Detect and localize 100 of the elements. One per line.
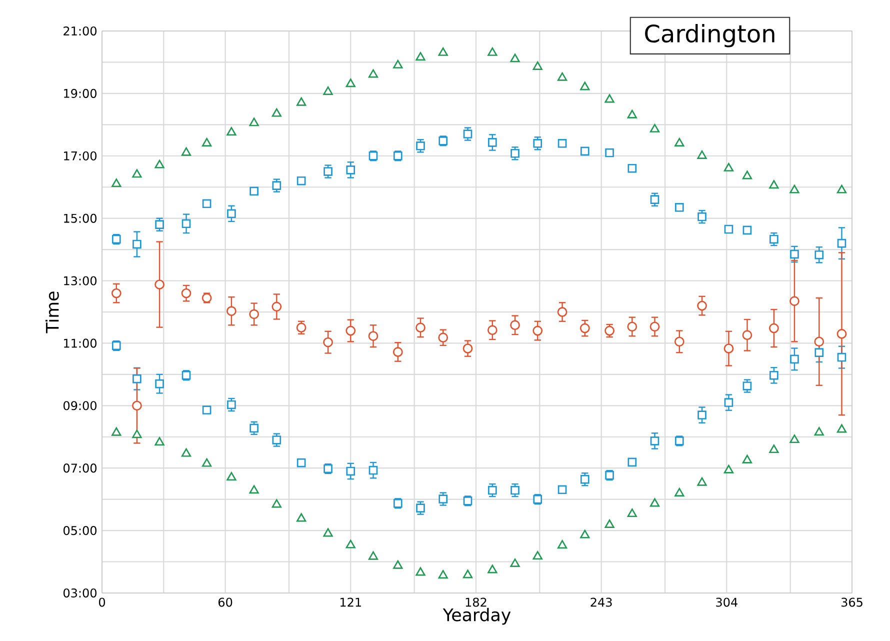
y-tick-label: 15:00 [64, 214, 96, 223]
point [393, 60, 403, 68]
point [510, 320, 520, 330]
point [416, 504, 425, 512]
point [181, 288, 192, 298]
point [112, 178, 122, 188]
point [724, 344, 734, 354]
point [272, 181, 282, 190]
x-tick-label: 121 [340, 598, 361, 607]
point [604, 94, 614, 103]
point [249, 118, 259, 126]
point [650, 498, 660, 507]
point [323, 86, 333, 95]
point [324, 167, 332, 176]
point [488, 564, 498, 574]
point [769, 444, 779, 454]
point [557, 540, 568, 549]
y-tick-label: 11:00 [64, 338, 96, 348]
point [814, 250, 824, 260]
point [416, 141, 425, 150]
point [249, 309, 259, 320]
x-tick-label: 0 [98, 598, 106, 607]
point [296, 513, 306, 522]
y-tick-label: 07:00 [64, 464, 96, 473]
point [790, 296, 800, 306]
point [628, 458, 637, 467]
point [488, 47, 498, 56]
point [226, 472, 236, 481]
point [250, 424, 258, 433]
x-tick-label: 365 [841, 598, 862, 607]
point [462, 570, 473, 578]
point [836, 424, 847, 433]
point [604, 519, 614, 528]
point [742, 170, 752, 180]
point [510, 558, 520, 568]
point [698, 212, 706, 222]
point [558, 138, 567, 148]
point [112, 427, 122, 436]
point [742, 330, 752, 340]
point [462, 344, 473, 354]
chart-title: Cardington [645, 24, 774, 48]
point [346, 166, 356, 174]
point [650, 124, 660, 132]
point [650, 195, 660, 204]
point [323, 528, 333, 537]
x-tick-label: 60 [218, 598, 232, 607]
point [155, 379, 164, 388]
point [438, 494, 448, 504]
point [628, 164, 637, 173]
point [272, 499, 282, 508]
y-tick-label: 03:00 [64, 588, 96, 598]
point [532, 326, 543, 336]
point [181, 448, 192, 457]
point [814, 336, 824, 347]
point [296, 97, 306, 106]
y-tick-label: 09:00 [64, 401, 96, 410]
point [674, 202, 684, 212]
point [580, 146, 590, 156]
y-tick-label: 17:00 [64, 151, 96, 160]
point [742, 226, 752, 235]
point [837, 238, 846, 248]
y-tick-label: 13:00 [64, 276, 96, 286]
point [250, 186, 258, 196]
point [346, 78, 356, 88]
point [697, 477, 707, 486]
point [580, 82, 590, 90]
y-tick-label: 05:00 [64, 526, 96, 536]
point [296, 176, 306, 186]
point [769, 180, 779, 189]
point [393, 560, 403, 569]
point [323, 337, 333, 348]
point [510, 486, 520, 495]
point [627, 110, 637, 118]
point [724, 464, 734, 474]
point [674, 488, 684, 496]
x-tick-label: 243 [590, 598, 612, 607]
point [296, 322, 306, 333]
point [510, 148, 520, 158]
point [154, 160, 164, 168]
point [770, 234, 778, 244]
point [346, 326, 356, 336]
x-tick-label: 304 [716, 598, 738, 607]
point [605, 148, 614, 158]
point [438, 332, 448, 343]
point [202, 138, 212, 146]
point [249, 485, 259, 494]
point [488, 486, 497, 495]
point [814, 427, 824, 436]
point [557, 307, 568, 317]
point [132, 374, 142, 384]
point [533, 138, 542, 148]
point [202, 406, 212, 414]
point [790, 184, 800, 194]
point [650, 322, 660, 332]
point [155, 220, 164, 229]
y-tick-label: 21:00 [64, 26, 96, 36]
point [132, 430, 142, 438]
point [768, 323, 779, 334]
point [580, 323, 590, 334]
point [154, 437, 164, 446]
